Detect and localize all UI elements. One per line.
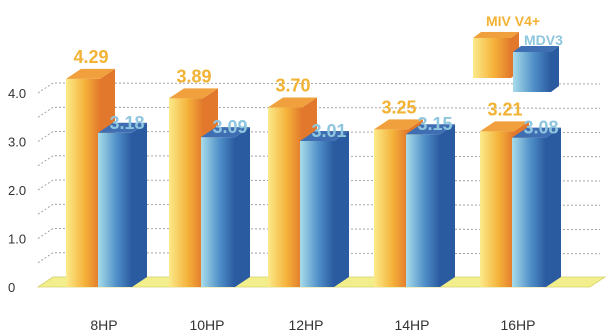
bar-mdv-side [334, 131, 349, 287]
legend-swatch-miv-front [473, 38, 511, 78]
bar-mdv-side [235, 127, 250, 287]
bar-miv-top [66, 68, 115, 79]
data-label-mdv: 3.08 [523, 118, 558, 138]
x-tick-label: 8HP [90, 317, 117, 333]
bar-mdv-side [440, 124, 455, 287]
legend-label-miv: MIV V4+ [486, 13, 540, 29]
legend-swatch-mdv [513, 46, 559, 92]
bar-mdv-front [406, 134, 440, 287]
data-label-mdv: 3.15 [417, 114, 452, 134]
bar-mdv-front [201, 137, 235, 287]
bar-mdv [512, 127, 561, 288]
y-tick-label: 2.0 [8, 183, 26, 198]
bar-mdv-side [546, 127, 561, 288]
bar-mdv-top [512, 127, 561, 138]
y-tick-label: 0 [8, 280, 15, 295]
legend-label-mdv: MDV3 [524, 32, 563, 48]
bar-mdv-top [406, 124, 455, 135]
bar-miv-top [169, 88, 218, 99]
bar-mdv-front [512, 137, 546, 287]
y-tick-label: 4.0 [8, 86, 26, 101]
data-label-miv: 3.21 [487, 99, 522, 119]
legend-swatch-miv-top [473, 32, 519, 38]
bar-mdv-top [201, 127, 250, 138]
data-label-miv: 3.70 [275, 76, 310, 96]
bar-mdv-top [98, 122, 147, 133]
legend-swatch-miv [473, 32, 519, 78]
legend-swatch-mdv-top [513, 46, 559, 52]
bar-miv-front [480, 131, 514, 287]
x-tick-label: 12HP [288, 317, 323, 333]
x-tick-label: 16HP [500, 317, 535, 333]
bar-miv-front [268, 107, 302, 287]
bar-miv-front [374, 129, 408, 287]
y-tick-label: 1.0 [8, 232, 26, 247]
bar-miv-top [480, 121, 529, 132]
bars-layer [66, 68, 561, 288]
data-labels-layer: 4.293.188HP3.893.0910HP3.703.0112HP3.253… [73, 47, 558, 333]
data-label-miv: 3.25 [381, 97, 416, 117]
bar-miv-front [169, 98, 203, 288]
bar-mdv-side [132, 122, 147, 288]
data-label-miv: 4.29 [73, 47, 108, 67]
data-label-miv: 3.89 [176, 66, 211, 86]
bar-mdv-top [300, 131, 349, 142]
bar-mdv [406, 124, 455, 287]
data-label-mdv: 3.18 [109, 113, 144, 133]
bar-miv-top [268, 97, 317, 108]
x-tick-label: 10HP [189, 317, 224, 333]
bar-mdv [300, 131, 349, 287]
bar-mdv [98, 122, 147, 288]
bar-mdv-front [300, 141, 334, 287]
bar-miv-front [66, 78, 100, 287]
legend: MIV V4+ MDV3 [473, 13, 563, 92]
data-label-mdv: 3.09 [212, 117, 247, 137]
bar-mdv [201, 127, 250, 287]
legend-swatch-mdv-front [513, 52, 551, 92]
y-tick-label: 3.0 [8, 135, 26, 150]
x-tick-label: 14HP [394, 317, 429, 333]
data-label-mdv: 3.01 [311, 121, 346, 141]
bar-mdv-front [98, 132, 132, 287]
legend-swatch-mdv-side [551, 46, 559, 92]
bar-miv-top [374, 119, 423, 130]
